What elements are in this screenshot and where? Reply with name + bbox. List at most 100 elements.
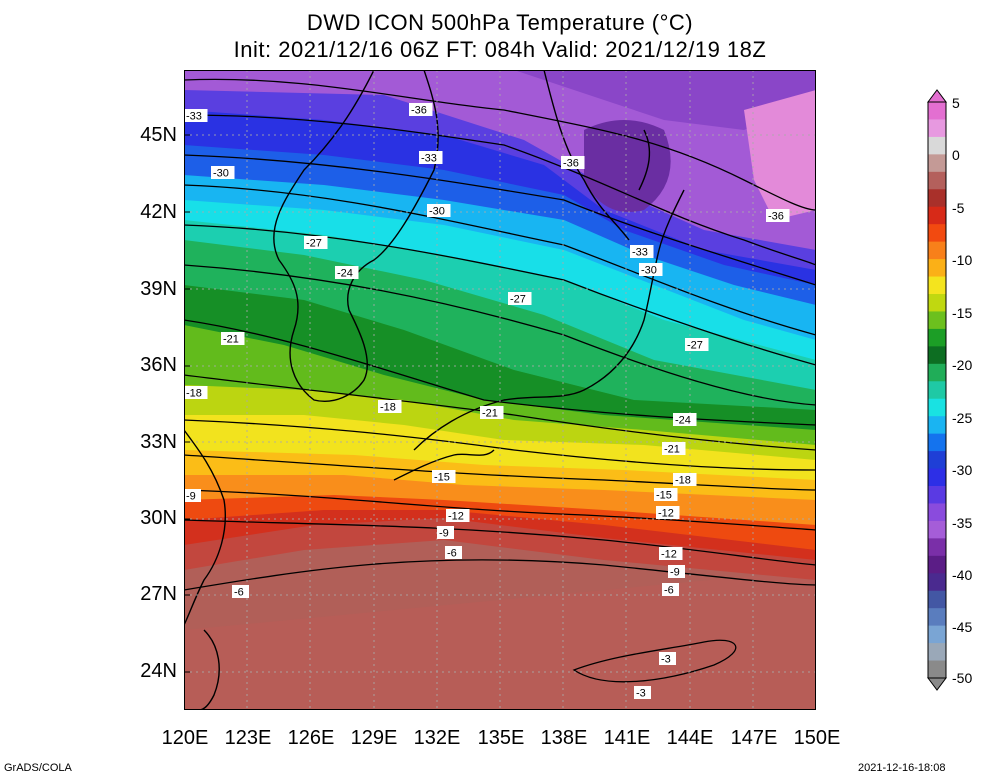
colorbar-bottom-arrow xyxy=(927,677,947,691)
colorbar-swatch xyxy=(928,259,946,278)
contour-label-text: -33 xyxy=(632,247,648,259)
colorbar-swatch xyxy=(928,520,946,539)
map-subtitle: Init: 2021/12/16 06Z FT: 084h Valid: 202… xyxy=(233,37,767,62)
colorbar-swatch xyxy=(928,311,946,330)
colorbar-swatch xyxy=(928,136,946,155)
contour-label-text: -36 xyxy=(563,158,579,170)
lon-label-150e: 150E xyxy=(793,727,841,749)
contour-label-text: -18 xyxy=(380,402,396,414)
lon-label-123e: 123E xyxy=(224,727,272,749)
contour-label-text: -27 xyxy=(510,294,526,306)
contour-label-text: -21 xyxy=(482,408,498,420)
contour-label: -15 xyxy=(654,488,678,502)
lon-label-147e: 147E xyxy=(730,727,778,749)
colorbar-label-m20: -20 xyxy=(952,357,973,373)
colorbar-label-5: 5 xyxy=(952,95,960,111)
colorbar-swatch xyxy=(928,573,946,592)
contour-label: -27 xyxy=(508,292,532,306)
contour-label: -9 xyxy=(437,526,454,540)
contour-label-text: -24 xyxy=(337,268,353,280)
contour-label-text: -18 xyxy=(186,388,202,400)
lon-label-144e: 144E xyxy=(666,727,714,749)
band-minus37 xyxy=(514,70,816,130)
colorbar-swatch xyxy=(928,538,946,557)
band-warm-east xyxy=(744,90,816,220)
colorbar-label-m50: -50 xyxy=(952,670,973,686)
lon-label-132e: 132E xyxy=(413,727,461,749)
lon-label-138e: 138E xyxy=(540,727,588,749)
colorbar-label-m10: -10 xyxy=(952,252,973,268)
contour-label-text: -15 xyxy=(656,490,672,502)
contour-label-text: -6 xyxy=(234,587,244,599)
colorbar-swatch xyxy=(928,346,946,365)
contour-label-text: -12 xyxy=(661,549,677,561)
colorbar-top-arrow xyxy=(927,89,947,103)
contour-label: -36 xyxy=(766,209,790,223)
colorbar-label-m15: -15 xyxy=(952,305,973,321)
contour-label: -27 xyxy=(685,338,709,352)
contour-label-text: -6 xyxy=(447,548,457,560)
lon-label-120e: 120E xyxy=(161,727,209,749)
colorbar-swatch xyxy=(928,555,946,574)
colorbar-swatch xyxy=(928,241,946,260)
colorbar-label-m5: -5 xyxy=(952,200,965,216)
colorbar-swatch xyxy=(928,328,946,347)
contour-label-text: -12 xyxy=(448,511,464,523)
axis-ticks xyxy=(184,134,190,673)
contour-label-text: -30 xyxy=(213,168,229,180)
lat-label-27n: 27N xyxy=(140,583,177,605)
lat-label-39n: 39N xyxy=(140,278,177,300)
footer-credit: GrADS/COLA xyxy=(4,762,72,774)
colorbar-swatch xyxy=(928,363,946,382)
lon-label-135e: 135E xyxy=(477,727,525,749)
lat-lon-grid xyxy=(184,70,816,710)
colorbar-label-0: 0 xyxy=(952,147,960,163)
contour-label-text: -3 xyxy=(636,688,646,700)
contour-label: -12 xyxy=(656,506,680,520)
colorbar-swatch xyxy=(928,102,946,120)
contour-label: -3 xyxy=(659,652,676,666)
colorbar-swatch xyxy=(928,608,946,627)
contour-label: -21 xyxy=(221,332,245,346)
contour-label-text: -18 xyxy=(675,475,691,487)
contour-label: -18 xyxy=(184,386,208,400)
colorbar-swatch xyxy=(928,643,946,662)
contour-label: -33 xyxy=(630,245,654,259)
coastlines xyxy=(184,70,685,710)
lon-label-129e: 129E xyxy=(350,727,398,749)
lon-label-141e: 141E xyxy=(603,727,651,749)
contour-label: -24 xyxy=(673,413,697,427)
colorbar-swatch xyxy=(928,154,946,173)
colorbar-label-m35: -35 xyxy=(952,515,973,531)
colorbar-swatch xyxy=(928,276,946,295)
colorbar-swatch xyxy=(928,486,946,504)
colorbar-swatch xyxy=(928,206,946,225)
contour-label: -30 xyxy=(211,166,235,180)
colorbar-swatch xyxy=(928,119,946,138)
lat-label-24n: 24N xyxy=(140,660,177,682)
colorbar xyxy=(927,89,947,691)
map-title: DWD ICON 500hPa Temperature (°C) xyxy=(306,10,694,35)
contour-label-text: -30 xyxy=(641,265,657,277)
footer-timestamp: 2021-12-16-18:08 xyxy=(858,762,946,774)
contour-label: -12 xyxy=(446,509,470,523)
contour-label-text: -15 xyxy=(434,472,450,484)
contour-label: -30 xyxy=(427,204,451,218)
contour-label: -12 xyxy=(659,547,683,561)
colorbar-swatch xyxy=(928,294,946,312)
contour-label: -9 xyxy=(184,489,201,503)
contour-label-group: -36 -36 -36 -33 -33 -33 -30 -30 -30 -27 -27 -27 -24 -… xyxy=(184,103,790,700)
contour-label: -36 xyxy=(561,156,585,170)
contour-label-text: -12 xyxy=(658,508,674,520)
contour-label: -18 xyxy=(378,400,402,414)
colorbar-swatch xyxy=(928,590,946,609)
lat-label-45n: 45N xyxy=(140,124,177,146)
contour-label-text: -3 xyxy=(661,654,671,666)
colorbar-swatch xyxy=(928,625,946,644)
temperature-map: -36 -36 -36 -33 -33 -33 -30 -30 -30 -27 -27 -27 -24 -… xyxy=(184,70,816,710)
contour-label-text: -27 xyxy=(687,340,703,352)
colorbar-label-m45: -45 xyxy=(952,619,973,635)
contour-label: -6 xyxy=(662,583,679,597)
contour-label: -3 xyxy=(634,686,651,700)
contour-label: -33 xyxy=(419,151,443,165)
